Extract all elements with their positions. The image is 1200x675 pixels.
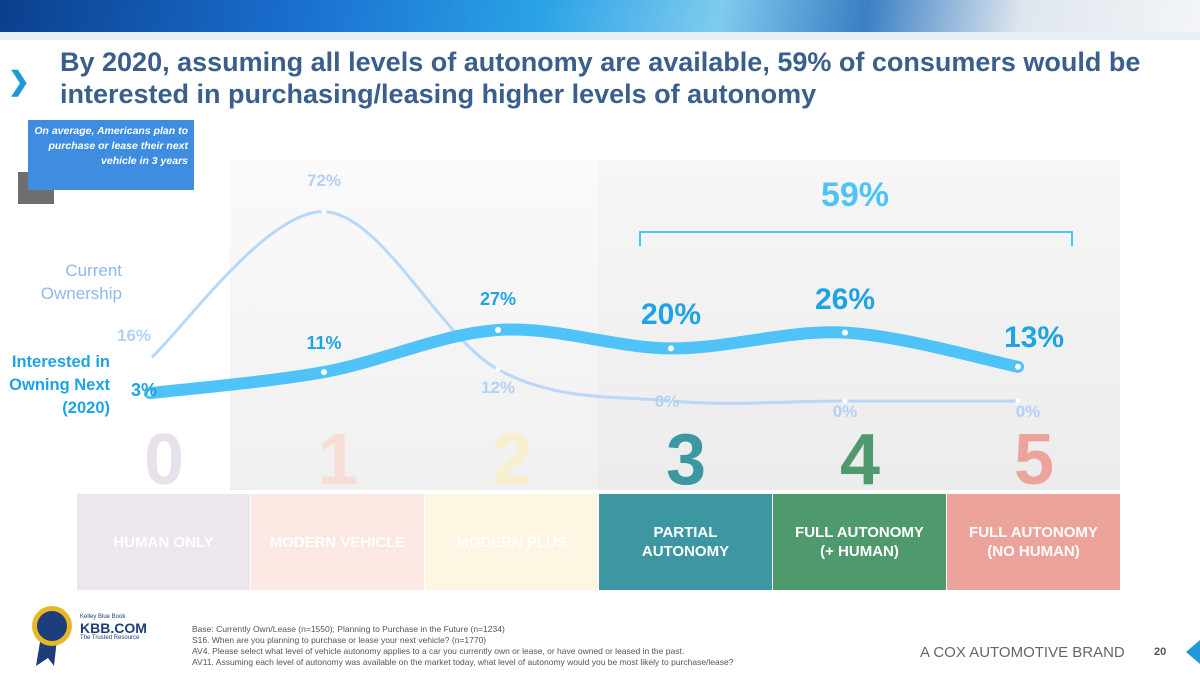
level-box: MODERN PLUS (425, 494, 598, 590)
series-line-interested (144, 323, 1024, 400)
bracket-label: 59% (820, 176, 890, 214)
data-point (668, 398, 674, 404)
data-label: 20% (640, 298, 702, 332)
kbb-line3: The Trusted Resource (80, 635, 140, 641)
level-number: 5 (1013, 420, 1055, 500)
level-name: MODERN VEHICLE (269, 533, 406, 551)
data-label: 3% (130, 380, 157, 401)
nav-triangle-icon[interactable] (1186, 640, 1200, 664)
level-box: MODERN VEHICLE (251, 494, 424, 590)
data-point (842, 329, 848, 336)
series-line-current-ownership (149, 210, 1018, 405)
level-name: FULL AUTONOMY (NO HUMAN) (969, 524, 1098, 560)
level-box: FULL AUTONOMY (NO HUMAN) (947, 494, 1120, 590)
data-point (495, 366, 501, 372)
level-number: 0 (143, 420, 185, 500)
data-label: 16% (116, 325, 152, 345)
footnote: AV11. Assuming each level of autonomy wa… (192, 657, 734, 667)
data-point (668, 345, 674, 352)
chevron-right-icon: ❯ (8, 66, 30, 96)
data-point (495, 326, 501, 333)
kbb-line2: KBB.COM (80, 620, 147, 636)
data-point (321, 369, 327, 376)
data-label: 27% (479, 288, 517, 309)
slide-title: By 2020, assuming all levels of autonomy… (60, 47, 1141, 109)
kbb-text: Kelley Blue Book KBB.COM The Trusted Res… (80, 614, 147, 642)
level-number: 4 (839, 420, 881, 500)
data-label: 11% (306, 333, 342, 354)
level-number: 2 (491, 420, 533, 500)
footnote: AV4. Please select what level of vehicle… (192, 646, 685, 656)
series-label-current: Current Ownership (40, 261, 122, 303)
callout-note: On average, Americans plan to purchase o… (28, 120, 194, 190)
level-number: 3 (665, 420, 707, 500)
level-box: HUMAN ONLY (77, 494, 250, 590)
data-point (321, 209, 327, 215)
chart-background-right (598, 160, 1120, 490)
data-point (842, 398, 848, 404)
data-point (147, 356, 153, 362)
cox-brand: A COX AUTOMOTIVE BRAND (920, 644, 1125, 661)
level-number: 1 (317, 420, 359, 500)
level-box: PARTIAL AUTONOMY (599, 494, 772, 590)
kbb-line1: Kelley Blue Book (80, 614, 126, 620)
data-label: 72% (306, 170, 342, 190)
data-label: 13% (1003, 320, 1065, 354)
series-label-interested: Interested in Owning Next (2020) (9, 353, 110, 417)
level-box: FULL AUTONOMY (+ HUMAN) (773, 494, 946, 590)
data-label: 0% (832, 402, 858, 421)
level-name: FULL AUTONOMY (+ HUMAN) (795, 524, 924, 560)
data-label: 0% (654, 392, 680, 411)
data-point (147, 390, 153, 397)
page-number: 20 (1154, 646, 1167, 658)
level-name: MODERN PLUS (456, 533, 567, 551)
level-name: HUMAN ONLY (113, 533, 214, 551)
bracket-59 (639, 231, 1073, 246)
kbb-logo (32, 606, 72, 666)
footnote: Base: Currently Own/Lease (n=1550); Plan… (192, 624, 505, 634)
footnotes: Base: Currently Own/Lease (n=1550); Plan… (192, 624, 733, 668)
data-point (1015, 398, 1021, 404)
data-label: 0% (1015, 402, 1041, 421)
data-point (1015, 363, 1021, 370)
data-label: 26% (814, 282, 876, 316)
footnote: S16. When are you planning to purchase o… (192, 635, 487, 645)
data-label: 12% (480, 378, 516, 398)
header-strip (0, 32, 1200, 40)
header-banner (0, 0, 1200, 32)
level-name: PARTIAL AUTONOMY (641, 524, 730, 560)
